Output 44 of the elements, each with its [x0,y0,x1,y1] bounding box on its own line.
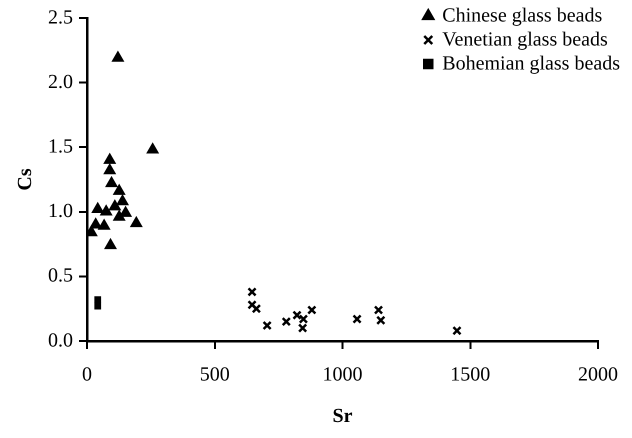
point [452,326,462,336]
legend-label: Chinese glass beads [442,4,602,26]
point [252,304,262,314]
point [352,314,362,324]
y-tick-label: 2.5 [48,6,73,28]
point [94,302,102,310]
point [262,320,272,330]
x-tick-label: 500 [200,363,230,386]
point [109,200,120,210]
x-tick-label: 0 [82,363,92,386]
x-tick-label: 2000 [578,363,618,386]
y-tick-label: 0.0 [48,329,73,352]
point [147,144,158,154]
point [114,184,125,195]
legend-label: Bohemian glass beads [442,52,620,74]
point [114,210,125,221]
y-tick-label: 1.0 [48,200,73,222]
point [90,218,102,228]
point [87,226,97,236]
y-tick-label: 0.5 [48,264,73,287]
point [100,206,112,216]
point [92,202,104,213]
point [94,296,102,304]
point [292,310,302,320]
x-tick-label: 1500 [450,363,490,386]
point [104,164,116,174]
point [247,287,257,297]
point [112,52,124,62]
y-tick-label: 1.5 [48,135,73,158]
y-tick-label: 2.0 [48,70,73,93]
point [130,217,142,228]
point [247,300,257,310]
point [307,305,317,315]
point [106,177,118,188]
point [282,316,292,326]
y-axis-title: Cs [14,168,36,191]
point [116,195,128,206]
x-axis-title: Sr [332,405,353,428]
point [98,220,110,230]
point [104,239,116,250]
point [104,154,116,164]
point [120,206,132,217]
x-tick-label: 1000 [322,363,362,386]
legend-label: Venetian glass beads [442,28,608,50]
